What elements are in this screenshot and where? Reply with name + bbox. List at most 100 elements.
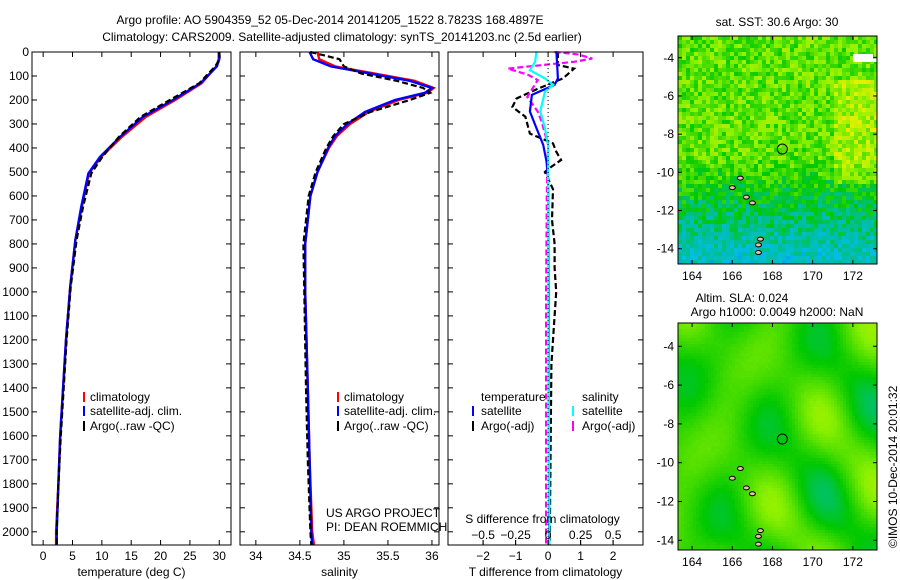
island-outline [742,485,750,491]
lon-tick-label: 166 [722,269,742,283]
y-tick-label: 900 [9,261,29,275]
island-outline [754,533,762,539]
y-tick-label: 1600 [2,429,29,443]
lat-tick-label: -10 [657,456,675,470]
temperature-argo-adj--line [511,52,577,546]
lon-tick-label: 164 [682,269,702,283]
x-tick-label: 15 [125,549,139,563]
legend-label: climatology [344,390,404,404]
legend-label: Argo(..raw -QC) [344,419,429,433]
y-tick-label: 0 [22,45,29,59]
x-tick-label: 5 [69,549,76,563]
lat-tick-label: -12 [657,204,675,218]
x-tick-label: 25 [183,549,197,563]
salinity-satellite-line [528,51,556,546]
salinity-legend: climatology satellite-adj. clim. Argo(..… [337,390,436,433]
difference-legend: temperature salinity satellite Argo(-adj… [472,390,635,433]
legend-label: satellite [582,404,623,418]
y-tick-label: 1800 [2,477,29,491]
legend-label: Argo(-adj) [481,419,534,433]
legend-swatch-t-satellite [472,406,474,416]
differences-axes-box [447,51,644,546]
legend-swatch-climatology [83,392,85,402]
legend-label: satellite-adj. clim. [344,404,436,418]
s-tick-label: 0.25 [569,528,593,542]
lon-tick-label: 168 [762,269,782,283]
x-tick-label: 0 [545,549,552,563]
lat-tick-label: -10 [657,165,675,179]
x-tick-label: 30 [213,549,227,563]
lon-tick-label: 166 [722,555,742,569]
x-tick-label: 0 [40,549,47,563]
sst-map-title: sat. SST: 30.6 Argo: 30 [716,15,839,29]
island-outline [756,528,764,534]
legend-swatch-satellite [337,406,339,416]
profile-lines [54,50,593,546]
legend-swatch-argo [83,421,85,431]
legend-header-temperature: temperature [481,390,546,404]
island-outline [754,242,762,248]
island-outline [748,200,756,206]
s-tick-label: −0.25 [500,528,531,542]
lat-tick-label: -4 [663,339,674,353]
salinity-xlabel: salinity [321,565,358,579]
legend-label: satellite [481,404,522,418]
legend-swatch-climatology [337,392,339,402]
argo-position-marker [776,143,788,155]
s-tick-label: 0 [545,528,552,542]
s-axis-label: S difference from climatology [465,512,620,526]
x-tick-label: 1 [577,549,584,563]
island-outline [756,236,764,242]
y-tick-label: 600 [9,189,29,203]
lon-tick-label: 168 [762,555,782,569]
island-outline [754,250,762,256]
x-tick-label: −2 [476,549,490,563]
y-tick-label: 1400 [2,381,29,395]
x-tick-label: −1 [509,549,523,563]
lat-tick-label: -14 [657,242,675,256]
y-tick-label: 1500 [2,405,29,419]
lat-tick-label: -6 [663,89,674,103]
temperature-satelliteadj-line [55,52,221,545]
lat-tick-label: -8 [663,127,674,141]
x-tick-label: 35.5 [376,549,400,563]
island-outline [748,491,756,497]
y-tick-label: 1000 [2,285,29,299]
lat-tick-label: -6 [663,378,674,392]
legend-swatch-satellite [83,406,85,416]
legend-label: Argo(-adj) [582,419,635,433]
island-outline [728,475,736,481]
x-tick-label: 10 [95,549,109,563]
y-tick-label: 1900 [2,501,29,515]
lon-tick-label: 170 [803,269,823,283]
y-tick-label: 1200 [2,333,29,347]
differences-xlabel: T difference from climatology [469,565,623,579]
salinity-argoraw-line [302,50,433,546]
x-tick-label: 20 [154,549,168,563]
legend-swatch-s-argo [572,421,574,431]
legend-swatch-t-argo [472,421,474,431]
y-tick-label: 100 [9,69,29,83]
s-tick-label: −0.5 [471,528,495,542]
y-tick-label: 2000 [2,525,29,539]
island-outline [728,185,736,191]
y-tick-label: 1700 [2,453,29,467]
legend-swatch-argo [337,421,339,431]
y-tick-label: 500 [9,165,29,179]
watermark: ©IMOS 10-Dec-2014 20:01:32 [886,385,900,548]
credits-line1: US ARGO PROJECT [326,506,441,520]
figure-title-line2: Climatology: CARS2009. Satellite-adjuste… [102,30,582,44]
legend-header-salinity: salinity [582,390,619,404]
credits-line2: PI: DEAN ROEMMICH [326,520,447,534]
legend-label: climatology [90,390,150,404]
x-tick-label: 2 [610,549,617,563]
argo-position-marker [776,433,788,445]
lon-tick-label: 170 [803,555,823,569]
salinity-axes-box [239,51,440,546]
figure-title-line1: Argo profile: AO 5904359_52 05-Dec-2014 … [116,13,543,27]
lat-tick-label: -12 [657,494,675,508]
island-outline [754,541,762,547]
